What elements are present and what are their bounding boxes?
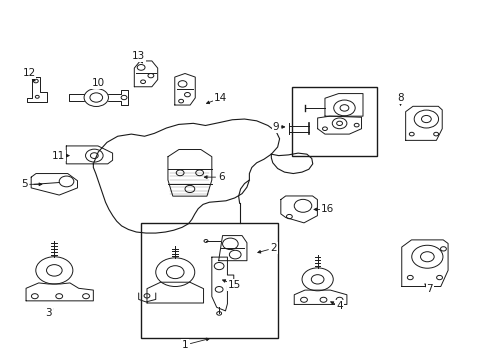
Text: 11: 11: [52, 150, 65, 161]
Text: 5: 5: [21, 179, 27, 189]
Bar: [292, 87, 376, 156]
Text: 7: 7: [426, 284, 432, 294]
Text: 10: 10: [91, 78, 104, 88]
Text: 4: 4: [336, 301, 342, 311]
Text: 12: 12: [22, 68, 36, 78]
Text: 2: 2: [270, 243, 277, 253]
Text: 8: 8: [396, 93, 403, 103]
Text: 16: 16: [320, 204, 333, 215]
Text: 3: 3: [45, 309, 52, 318]
Bar: [141, 223, 277, 338]
Text: 1: 1: [182, 340, 188, 350]
Text: 13: 13: [131, 51, 144, 61]
Text: 14: 14: [213, 93, 226, 103]
Text: 15: 15: [228, 280, 241, 290]
Text: 9: 9: [272, 122, 279, 132]
Text: 6: 6: [217, 172, 224, 182]
